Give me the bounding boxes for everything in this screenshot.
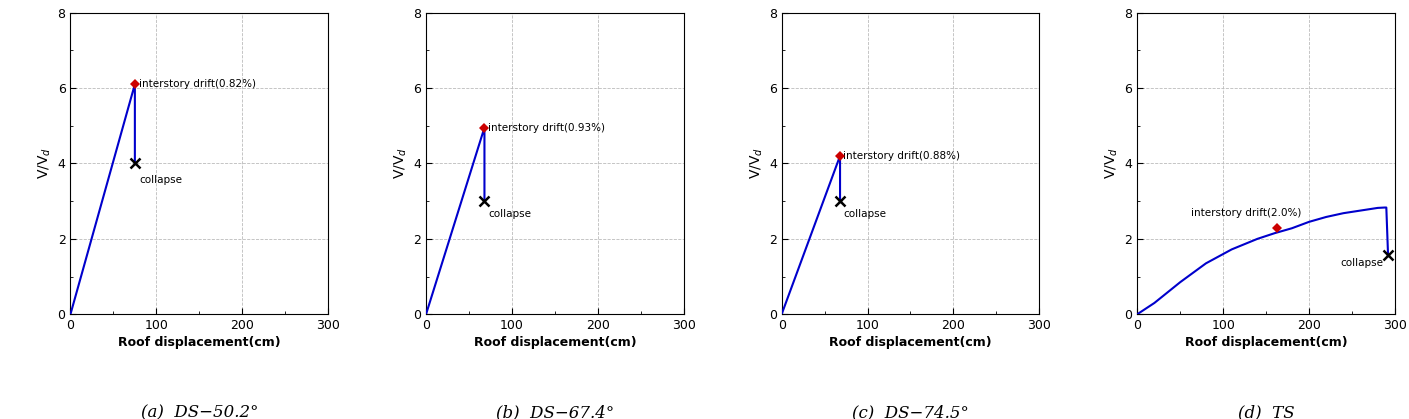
Text: collapse: collapse <box>1341 259 1384 269</box>
Text: collapse: collapse <box>139 175 182 185</box>
Text: interstory drift(0.93%): interstory drift(0.93%) <box>488 123 604 132</box>
Text: (c)  DS−74.5°: (c) DS−74.5° <box>852 405 969 419</box>
Text: interstory drift(0.82%): interstory drift(0.82%) <box>139 79 256 89</box>
Text: interstory drift(0.88%): interstory drift(0.88%) <box>844 151 961 161</box>
X-axis label: Roof displacement(cm): Roof displacement(cm) <box>118 336 280 349</box>
Text: (d)  TS: (d) TS <box>1237 405 1295 419</box>
X-axis label: Roof displacement(cm): Roof displacement(cm) <box>1185 336 1347 349</box>
X-axis label: Roof displacement(cm): Roof displacement(cm) <box>473 336 637 349</box>
Y-axis label: V/V$_d$: V/V$_d$ <box>393 147 409 179</box>
Text: interstory drift(2.0%): interstory drift(2.0%) <box>1192 208 1302 218</box>
Text: collapse: collapse <box>488 209 531 219</box>
Text: (a)  DS−50.2°: (a) DS−50.2° <box>141 405 258 419</box>
X-axis label: Roof displacement(cm): Roof displacement(cm) <box>828 336 992 349</box>
Text: collapse: collapse <box>844 209 886 219</box>
Y-axis label: V/V$_d$: V/V$_d$ <box>748 147 765 179</box>
Y-axis label: V/V$_d$: V/V$_d$ <box>1103 147 1120 179</box>
Text: (b)  DS−67.4°: (b) DS−67.4° <box>496 405 614 419</box>
Y-axis label: V/V$_d$: V/V$_d$ <box>37 147 54 179</box>
